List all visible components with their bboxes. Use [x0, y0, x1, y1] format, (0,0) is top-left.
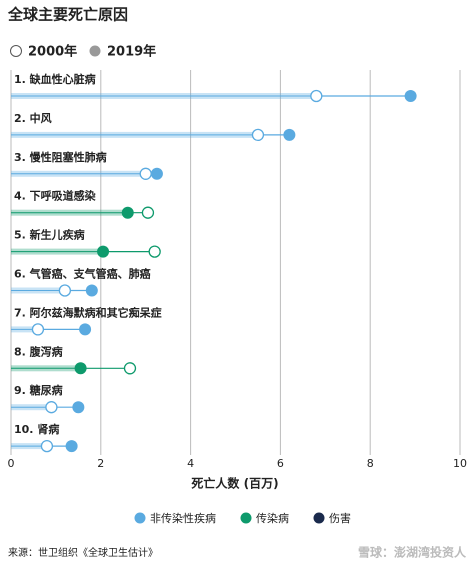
x-tick-label: 0: [8, 457, 15, 470]
category-label: 8. 腹泻病: [14, 344, 63, 358]
dot-2019: [404, 90, 417, 102]
legend-marker: [10, 45, 22, 57]
dot-2019: [74, 362, 87, 375]
group-legend-marker: [240, 512, 252, 524]
dot-2000: [251, 128, 265, 142]
dot-2000: [148, 245, 161, 258]
category-label: 10. 肾病: [14, 422, 59, 436]
dot-2000: [31, 323, 45, 336]
dot-2019: [283, 128, 296, 141]
group-legend-label: 传染病: [256, 511, 289, 525]
dot-2019: [72, 401, 85, 414]
watermark: 雪球：澎湖湾投资人: [358, 545, 467, 560]
category-label: 7. 阿尔兹海默病和其它痴呆症: [14, 305, 162, 319]
category-label: 5. 新生儿疾病: [14, 228, 85, 242]
dot-2019: [79, 323, 92, 336]
group-legend-marker: [313, 512, 325, 524]
source: 来源：世卫组织《全球卫生估计》: [8, 546, 158, 559]
dot-2000: [45, 401, 58, 414]
legend-label: 2019年: [107, 44, 156, 60]
group-legend-label: 伤害: [329, 511, 351, 525]
group-legend-marker: [134, 512, 146, 524]
dot-2019: [85, 284, 98, 297]
category-label: 3. 慢性阻塞性肺病: [14, 150, 107, 164]
legend-marker: [89, 45, 101, 57]
dot-2000: [141, 206, 155, 219]
group-legend-label: 非传染性疾病: [150, 511, 216, 525]
dot-2000: [123, 362, 137, 375]
x-tick-label: 10: [453, 457, 467, 470]
x-tick-label: 6: [277, 457, 284, 470]
dot-2019: [97, 245, 110, 258]
x-tick-label: 4: [187, 457, 194, 470]
dot-2019: [121, 206, 134, 219]
dot-2019: [65, 440, 78, 453]
category-label: 9. 糖尿病: [14, 383, 63, 397]
dot-2000: [139, 167, 152, 180]
chart-title: 全球主要死亡原因: [7, 6, 128, 24]
category-label: 6. 气管癌、支气管癌、肺癌: [14, 267, 151, 281]
dot-2000: [58, 284, 72, 297]
x-tick-label: 2: [97, 457, 104, 470]
category-label: 4. 下呼吸道感染: [14, 189, 97, 203]
x-axis-label: 死亡人数 (百万): [191, 476, 278, 491]
category-label: 2. 中风: [14, 111, 52, 125]
dot-2019: [150, 167, 163, 180]
x-tick-label: 8: [367, 457, 374, 470]
dot-2000: [310, 89, 323, 103]
category-label: 1. 缺血性心脏病: [14, 72, 96, 86]
dot-2000: [40, 439, 54, 453]
legend-label: 2000年: [28, 44, 77, 60]
